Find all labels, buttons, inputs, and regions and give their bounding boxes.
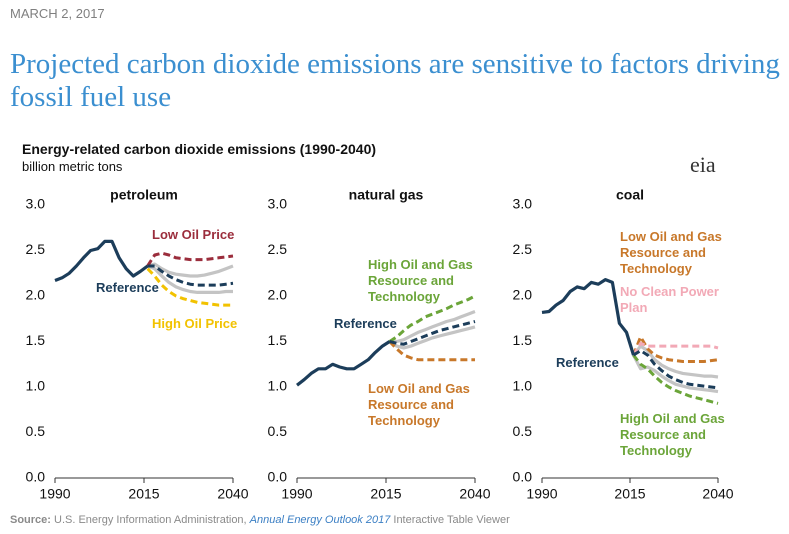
x-tick-label: 2015 bbox=[128, 486, 159, 502]
y-tick-label: 0.0 bbox=[513, 469, 533, 485]
series-label: High Oil and Gas Resource and Technology bbox=[368, 257, 473, 304]
chart-title: Energy-related carbon dioxide emissions … bbox=[22, 141, 377, 157]
logo: eia bbox=[690, 152, 716, 177]
panel-title: petroleum bbox=[110, 187, 178, 203]
series-line bbox=[632, 341, 719, 356]
y-tick-label: 0.0 bbox=[268, 469, 288, 485]
series-label: High Oil Price bbox=[152, 316, 238, 331]
y-tick-label: 1.5 bbox=[268, 332, 288, 348]
source-tail: Interactive Table Viewer bbox=[390, 514, 510, 526]
y-tick-label: 0.5 bbox=[268, 423, 288, 439]
panel-title: natural gas bbox=[349, 187, 424, 203]
date: MARCH 2, 2017 bbox=[10, 6, 105, 21]
series-label: Low Oil Price bbox=[152, 227, 235, 242]
series-line bbox=[632, 354, 719, 394]
series-label: Low Oil and Gas Resource and Technology bbox=[368, 381, 470, 428]
y-tick-label: 0.5 bbox=[26, 423, 46, 439]
series-line bbox=[389, 310, 476, 344]
series-label: No Clean Power Plan bbox=[620, 284, 719, 315]
x-tick-label: 1990 bbox=[526, 486, 557, 502]
series-line bbox=[147, 264, 234, 287]
source-text: U.S. Energy Information Administration, bbox=[50, 514, 250, 526]
series-line bbox=[147, 262, 234, 278]
y-tick-label: 0.0 bbox=[26, 469, 46, 485]
series-line bbox=[388, 294, 476, 343]
series-label: High Oil and Gas Resource and Technology bbox=[620, 411, 725, 458]
series-line bbox=[296, 340, 391, 387]
series-line bbox=[388, 325, 476, 350]
source-label: Source: bbox=[10, 514, 51, 526]
headline: Projected carbon dioxide emissions are s… bbox=[10, 48, 780, 113]
x-tick-label: 2040 bbox=[459, 486, 490, 502]
series-line bbox=[632, 349, 719, 390]
series-label: Reference bbox=[334, 316, 397, 331]
y-tick-label: 3.0 bbox=[513, 196, 533, 212]
y-tick-label: 2.5 bbox=[26, 241, 46, 257]
x-tick-label: 2015 bbox=[614, 486, 645, 502]
x-tick-label: 1990 bbox=[39, 486, 70, 502]
series-line bbox=[389, 320, 476, 346]
y-tick-label: 1.5 bbox=[26, 332, 46, 348]
series-line bbox=[147, 264, 233, 294]
series-label: Reference bbox=[96, 280, 159, 295]
y-tick-label: 0.5 bbox=[513, 423, 533, 439]
series-line bbox=[146, 251, 234, 267]
series-line bbox=[54, 239, 149, 282]
y-tick-label: 1.5 bbox=[513, 332, 533, 348]
x-tick-label: 2040 bbox=[217, 486, 248, 502]
x-tick-label: 2040 bbox=[702, 486, 733, 502]
series-line bbox=[541, 278, 636, 356]
y-tick-label: 3.0 bbox=[268, 196, 288, 212]
series-line bbox=[632, 335, 719, 363]
series-line bbox=[146, 267, 233, 307]
series-line bbox=[632, 354, 719, 405]
series-label: Low Oil and Gas Resource and Technology bbox=[620, 229, 722, 276]
series-label: Reference bbox=[556, 355, 619, 370]
y-tick-label: 2.0 bbox=[513, 287, 533, 303]
panel-title: coal bbox=[616, 187, 644, 203]
y-tick-label: 2.0 bbox=[26, 287, 46, 303]
y-tick-label: 1.0 bbox=[26, 378, 46, 394]
x-tick-label: 2015 bbox=[370, 486, 401, 502]
series-line bbox=[388, 340, 475, 362]
y-tick-label: 1.0 bbox=[513, 378, 533, 394]
source-link[interactable]: Annual Energy Outlook 2017 bbox=[249, 514, 391, 526]
y-tick-label: 2.5 bbox=[513, 241, 533, 257]
y-tick-label: 3.0 bbox=[26, 196, 46, 212]
y-tick-label: 2.0 bbox=[268, 287, 288, 303]
x-tick-label: 1990 bbox=[281, 486, 312, 502]
y-tick-label: 2.5 bbox=[268, 241, 288, 257]
source: Source: U.S. Energy Information Administ… bbox=[10, 514, 510, 526]
y-tick-label: 1.0 bbox=[268, 378, 288, 394]
unit: billion metric tons bbox=[22, 159, 123, 174]
